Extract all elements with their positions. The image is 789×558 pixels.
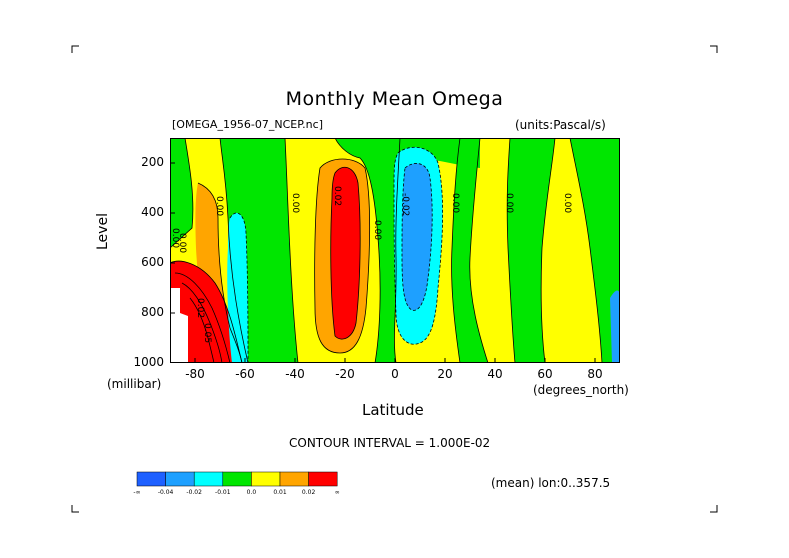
colorbar-label: 0.02 xyxy=(301,489,316,496)
x-tick-label: 0 xyxy=(391,367,399,381)
contour-label: 0.00 xyxy=(170,228,180,248)
y-tick-label: 600 xyxy=(141,255,164,269)
missing-region xyxy=(170,288,188,363)
chart-title: Monthly Mean Omega xyxy=(285,88,504,110)
x-tick-label: -60 xyxy=(235,367,255,381)
colorbar-swatch xyxy=(222,471,252,487)
contour-label: -0.02 xyxy=(400,193,410,216)
x-tick-label: -40 xyxy=(285,367,305,381)
contour-label: 0.00 xyxy=(214,196,224,216)
x-tick-label: 80 xyxy=(587,367,603,381)
y-tick-label: 400 xyxy=(141,205,164,219)
colorbar-label: ∞ xyxy=(334,489,340,496)
x-unit-label: (degrees_north) xyxy=(533,383,629,397)
y-tick-label: 800 xyxy=(141,305,164,319)
colorbar-swatch xyxy=(136,471,166,487)
colorbar-label: -0.02 xyxy=(186,489,202,496)
green-region xyxy=(570,138,620,363)
green-region xyxy=(335,138,400,363)
colorbar-swatch xyxy=(165,471,195,487)
contour-label: 0.00 xyxy=(372,220,382,240)
x-tick-label: 40 xyxy=(487,367,503,381)
contour-plot: 0.00 0.00 0.00 0.00 -0.02 0.00 0.00 0.00… xyxy=(170,138,620,363)
colorbar-swatch xyxy=(251,471,281,487)
contour-label: 0.00 xyxy=(290,193,300,213)
contour-interval-text: CONTOUR INTERVAL = 1.000E-02 xyxy=(289,436,491,450)
colorbar-label: -∞ xyxy=(133,489,141,496)
x-axis-label: Latitude xyxy=(362,401,424,419)
green-region xyxy=(451,138,488,363)
contour-label: 0.00 xyxy=(177,233,187,253)
blue-region xyxy=(402,163,433,311)
mean-lon-text: (mean) lon:0..357.5 xyxy=(491,476,611,490)
colorbar-swatch xyxy=(308,471,338,487)
green-region xyxy=(507,138,555,363)
colorbar-swatch xyxy=(193,471,224,487)
x-tick-label: -20 xyxy=(335,367,355,381)
x-tick-label: 60 xyxy=(537,367,553,381)
colorbar-swatch xyxy=(279,471,309,487)
y-unit-label: (millibar) xyxy=(107,377,162,391)
colorbar-label: -0.04 xyxy=(157,489,174,496)
green-region xyxy=(170,138,193,248)
contour-label: 0.02 xyxy=(332,186,342,206)
dataset-label: [OMEGA_1956-07_NCEP.nc] xyxy=(172,118,323,131)
y-tick-label: 1000 xyxy=(133,355,164,369)
units-label: (units:Pascal/s) xyxy=(515,118,606,132)
cyan-region xyxy=(610,290,620,363)
red-region xyxy=(330,167,361,340)
contour-label: 0.05 xyxy=(202,323,212,343)
contour-label: 0.00 xyxy=(504,193,514,213)
y-tick-label: 200 xyxy=(141,155,164,169)
x-tick-label: -80 xyxy=(185,367,205,381)
contour-label: 0.00 xyxy=(450,193,460,213)
contour-label: 0.02 xyxy=(195,298,205,318)
colorbar-label: 0.01 xyxy=(273,489,287,496)
colorbar-label: -0.01 xyxy=(215,489,231,496)
colorbar-label: 0.0 xyxy=(246,489,257,496)
x-tick-label: 20 xyxy=(437,367,453,381)
contour-label: 0.00 xyxy=(562,193,572,213)
